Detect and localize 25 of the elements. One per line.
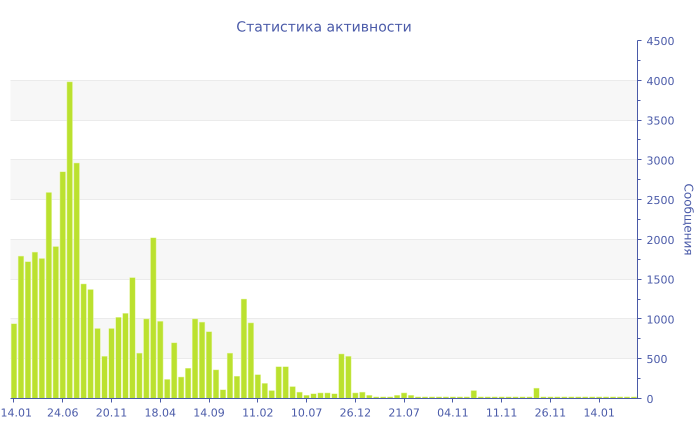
- x-tick-label: 14.09: [193, 406, 225, 420]
- x-tick-label: 04.11: [437, 406, 469, 420]
- x-tick-label: 24.06: [47, 406, 79, 420]
- x-tick-label: 10.07: [290, 406, 322, 420]
- y-tick-label: 1500: [646, 274, 674, 287]
- y-axis-title: Сообщения: [681, 183, 696, 256]
- chart-title: Статистика активности: [236, 20, 412, 36]
- x-tick-label: 11.11: [486, 406, 518, 420]
- x-tick-label: 14.01: [0, 406, 32, 420]
- y-tick-label: 1000: [646, 313, 674, 326]
- y-tick-label: 3500: [646, 114, 674, 128]
- y-tick-label: 3000: [646, 154, 674, 168]
- y-tick-label: 0: [646, 393, 654, 406]
- x-tick-label: 26.12: [340, 406, 372, 420]
- x-tick-label: 26.11: [534, 406, 566, 420]
- x-tick-label: 14.01: [583, 406, 615, 420]
- y-tick-label: 2000: [646, 234, 674, 247]
- x-tick-label: 21.07: [388, 406, 420, 420]
- y-tick-label: 4000: [646, 74, 674, 88]
- y-tick-label: 4500: [646, 35, 674, 48]
- y-tick-label: 2500: [646, 194, 674, 208]
- x-tick-label: 18.04: [144, 406, 176, 420]
- y-tick-label: 500: [646, 353, 668, 366]
- x-tick-label: 11.02: [242, 406, 274, 420]
- x-tick-label: 20.11: [96, 406, 128, 420]
